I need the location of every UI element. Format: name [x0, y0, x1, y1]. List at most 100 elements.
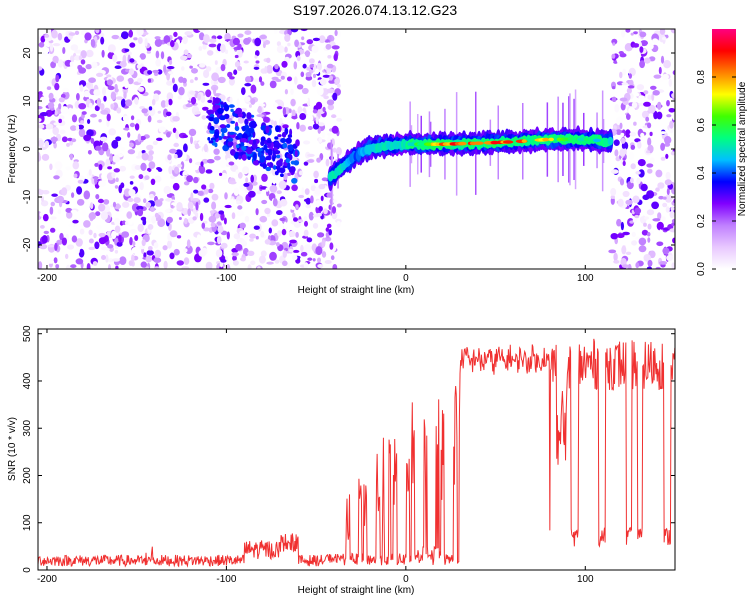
noise-blob: [54, 161, 63, 170]
noise-blob: [69, 61, 74, 67]
noise-blob: [189, 65, 193, 69]
noise-blob: [112, 54, 118, 62]
noise-blob: [306, 39, 314, 45]
noise-blob: [60, 93, 66, 99]
diffuse-blob: [287, 162, 291, 170]
noise-blob: [669, 228, 675, 233]
diffuse-blob: [222, 135, 228, 140]
noise-blob: [665, 153, 669, 159]
noise-blob: [153, 257, 162, 264]
noise-blob: [273, 120, 277, 128]
noise-blob: [171, 77, 175, 84]
noise-blob: [96, 72, 104, 77]
diffuse-blob: [207, 99, 213, 103]
noise-blob: [632, 218, 637, 223]
noise-blob: [146, 144, 154, 151]
noise-blob: [186, 53, 193, 59]
noise-blob: [307, 153, 315, 157]
noise-blob: [66, 211, 73, 219]
noise-blob: [665, 194, 672, 203]
noise-blob: [189, 90, 196, 95]
noise-blob: [76, 112, 82, 119]
colorbar-label: Normalized spectral amplitude: [737, 81, 748, 216]
noise-blob: [39, 212, 43, 217]
noise-blob: [622, 160, 626, 166]
noise-blob: [219, 159, 227, 169]
noise-blob: [106, 113, 111, 122]
spectrogram-ylabel: Frequency (Hz): [7, 115, 18, 184]
noise-blob: [207, 188, 214, 194]
noise-blob: [268, 227, 272, 234]
noise-blob: [98, 119, 102, 123]
diffuse-blob: [238, 155, 242, 160]
noise-blob: [655, 266, 661, 269]
noise-blob: [258, 103, 266, 107]
noise-blob: [623, 236, 632, 243]
noise-blob: [212, 86, 217, 96]
colorbar-tick-label: 0.2: [696, 214, 707, 228]
noise-blob: [329, 242, 334, 250]
noise-blob: [651, 201, 659, 210]
noise-blob: [88, 212, 97, 220]
noise-blob: [220, 64, 226, 72]
noise-blob: [619, 71, 623, 79]
noise-blob: [264, 66, 268, 74]
noise-blob: [633, 121, 637, 126]
noise-blob: [301, 87, 309, 95]
noise-blob: [107, 44, 116, 53]
noise-blob: [622, 190, 630, 198]
noise-blob: [237, 116, 245, 124]
noise-blob: [165, 111, 172, 117]
noise-blob: [631, 101, 638, 109]
noise-blob: [647, 137, 652, 146]
signal-peak: [473, 141, 484, 145]
noise-blob: [72, 219, 79, 224]
noise-blob: [138, 174, 144, 180]
diffuse-blob: [236, 107, 242, 115]
noise-blob: [65, 264, 71, 269]
noise-blob: [318, 206, 323, 212]
noise-blob: [303, 229, 309, 237]
noise-blob: [203, 143, 208, 153]
snr-series-line: [37, 338, 676, 568]
noise-blob: [245, 76, 252, 83]
noise-blob: [306, 237, 313, 243]
noise-blob: [284, 46, 288, 53]
noise-blob: [620, 137, 626, 144]
noise-blob: [660, 55, 665, 64]
noise-blob: [653, 74, 662, 79]
noise-blob: [652, 221, 656, 229]
noise-blob: [129, 122, 135, 128]
noise-blob: [182, 77, 187, 84]
noise-blob: [325, 158, 330, 167]
noise-blob: [324, 39, 330, 43]
noise-blob: [314, 187, 321, 195]
noise-blob: [305, 71, 312, 78]
noise-blob: [132, 241, 136, 247]
noise-blob: [158, 126, 166, 133]
noise-blob: [70, 209, 78, 214]
noise-blob: [100, 109, 109, 115]
noise-blob: [644, 216, 650, 220]
noise-blob: [78, 248, 85, 258]
noise-blob: [663, 59, 671, 69]
colorbar-tick-label: 0.6: [696, 118, 707, 132]
noise-blob: [276, 210, 283, 216]
noise-blob: [119, 256, 127, 265]
noise-blob: [38, 118, 42, 122]
noise-blob: [167, 240, 172, 249]
noise-blob: [203, 227, 210, 232]
noise-blob: [216, 235, 222, 245]
noise-blob: [143, 198, 147, 204]
noise-blob: [57, 32, 63, 41]
noise-blob: [53, 175, 60, 180]
noise-blob: [621, 245, 627, 255]
noise-blob: [42, 213, 49, 222]
noise-blob: [653, 110, 658, 120]
noise-blob: [129, 237, 133, 246]
diffuse-blob: [262, 163, 268, 169]
noise-blob: [261, 199, 268, 205]
noise-blob: [192, 164, 199, 171]
noise-blob: [260, 250, 267, 257]
noise-blob: [80, 210, 86, 216]
